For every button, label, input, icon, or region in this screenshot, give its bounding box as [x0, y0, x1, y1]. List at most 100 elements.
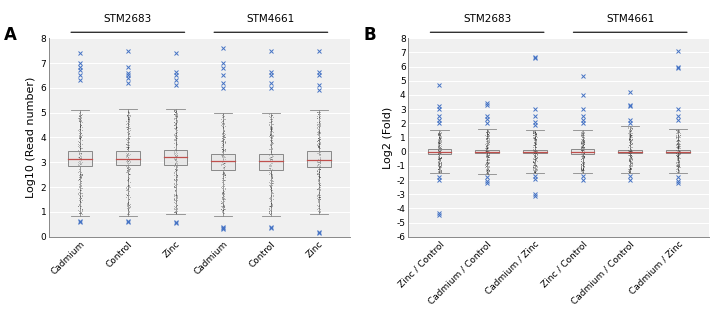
Point [531, 155, 542, 160]
Point [312, 196, 323, 201]
Point [168, 196, 179, 201]
Point [123, 158, 135, 163]
Point [575, 133, 587, 138]
Point [528, 157, 539, 162]
Point [432, 148, 444, 153]
Point [73, 144, 84, 149]
Point [215, 161, 227, 166]
Point [528, 154, 539, 159]
Point [432, 151, 444, 156]
Point [312, 162, 324, 167]
Point [122, 142, 133, 147]
Point [624, 138, 635, 143]
Point [623, 131, 634, 136]
Point [313, 159, 325, 165]
Point [626, 149, 637, 154]
Point [433, 140, 445, 146]
Point [481, 149, 492, 154]
Point [264, 132, 276, 137]
Point [625, 166, 636, 171]
Point [168, 197, 180, 202]
Point [170, 151, 181, 156]
Point [217, 187, 229, 192]
Point [266, 171, 278, 177]
Point [216, 204, 228, 209]
Point [313, 182, 325, 187]
Point [314, 197, 325, 202]
Point [433, 135, 445, 140]
Point [74, 159, 86, 165]
Point [480, 146, 492, 152]
Point [482, 146, 493, 151]
Point [124, 165, 135, 171]
Point [577, 156, 589, 161]
Point [577, 153, 588, 158]
Point [529, 153, 541, 158]
Point [171, 142, 183, 147]
Point [264, 165, 276, 170]
Point [434, 156, 446, 161]
Point [123, 132, 135, 137]
Point [73, 140, 84, 145]
Point [124, 157, 135, 162]
Point [577, 169, 589, 174]
Point [313, 161, 325, 166]
Point [670, 130, 682, 135]
Point [576, 138, 588, 143]
Point [168, 112, 179, 117]
Point [171, 126, 182, 131]
Point [220, 146, 231, 152]
Point [672, 159, 684, 164]
Point [123, 212, 135, 217]
Point [625, 141, 636, 146]
Point [122, 160, 133, 165]
Point [481, 148, 492, 153]
Point [626, 162, 638, 167]
Point [528, 164, 539, 169]
Point [626, 137, 637, 142]
Point [625, 164, 636, 169]
Point [624, 135, 635, 140]
Point [577, 167, 589, 172]
Point [73, 134, 84, 139]
Point [482, 167, 493, 172]
Point [672, 148, 684, 153]
Point [435, 155, 446, 160]
Point [577, 130, 588, 135]
Bar [570, 149, 595, 154]
Point [75, 118, 86, 123]
Point [219, 185, 230, 190]
Point [73, 131, 85, 136]
Point [124, 136, 135, 141]
Point [672, 164, 683, 169]
Point [435, 143, 446, 148]
Point [579, 138, 590, 143]
Point [266, 175, 277, 180]
Point [313, 171, 325, 177]
Point [266, 188, 278, 193]
Point [624, 136, 635, 141]
Point [73, 175, 85, 180]
Point [671, 169, 683, 174]
Point [122, 132, 134, 137]
Point [433, 133, 444, 138]
Point [576, 143, 588, 148]
Point [123, 130, 135, 135]
Point [435, 147, 446, 152]
Point [483, 155, 495, 160]
Point [219, 165, 230, 170]
Point [575, 147, 586, 152]
Point [75, 161, 86, 166]
Point [218, 203, 230, 208]
Point [434, 135, 446, 140]
Point [531, 155, 542, 160]
Point [528, 143, 540, 148]
Point [312, 185, 323, 191]
Point [171, 114, 182, 119]
Point [122, 120, 134, 126]
Point [483, 148, 495, 153]
Point [122, 184, 134, 189]
Point [264, 209, 275, 214]
Point [530, 162, 541, 167]
Point [170, 178, 181, 184]
